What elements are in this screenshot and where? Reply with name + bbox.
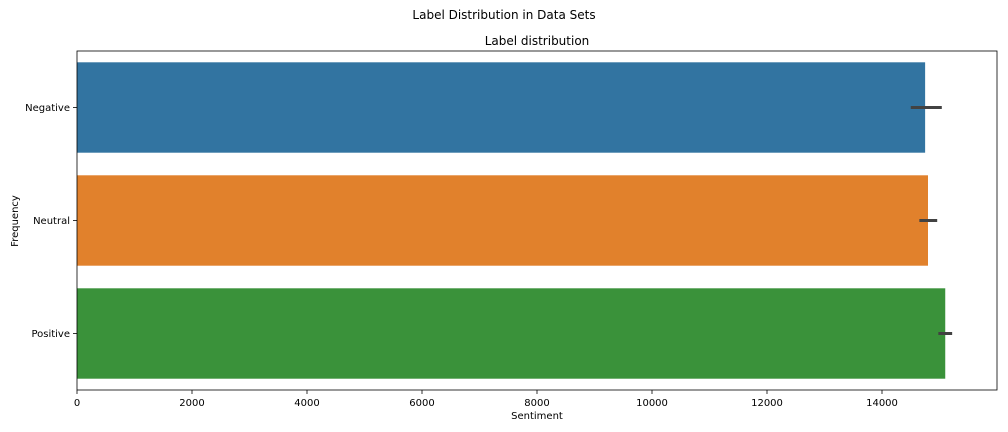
x-tick-label: 4000 [294, 398, 319, 409]
figure-title: Label Distribution in Data Sets [412, 8, 595, 22]
x-tick-label: 12000 [751, 398, 783, 409]
x-axis-label: Sentiment [511, 411, 563, 422]
y-tick-label: Neutral [33, 216, 70, 227]
bars-group [77, 62, 946, 379]
y-axis-label: Frequency [10, 195, 21, 247]
x-axis-ticks: 0 2000 4000 6000 8000 10000 12000 14000 [74, 390, 898, 409]
x-tick-label: 6000 [409, 398, 434, 409]
plot-frame [76, 50, 998, 391]
x-tick-label: 0 [74, 398, 80, 409]
y-axis-ticks: Negative Neutral Positive [25, 103, 77, 340]
x-tick-label: 2000 [179, 398, 204, 409]
x-tick-label: 10000 [636, 398, 668, 409]
bar-negative [77, 62, 926, 153]
x-tick-label: 8000 [524, 398, 549, 409]
y-tick-label: Negative [25, 103, 70, 114]
bar-positive [77, 288, 946, 379]
error-bars-group [910, 106, 953, 335]
x-tick-label: 14000 [866, 398, 898, 409]
y-tick-label: Positive [31, 329, 70, 340]
chart-title: Label distribution [485, 34, 590, 48]
bar-neutral [77, 175, 928, 266]
